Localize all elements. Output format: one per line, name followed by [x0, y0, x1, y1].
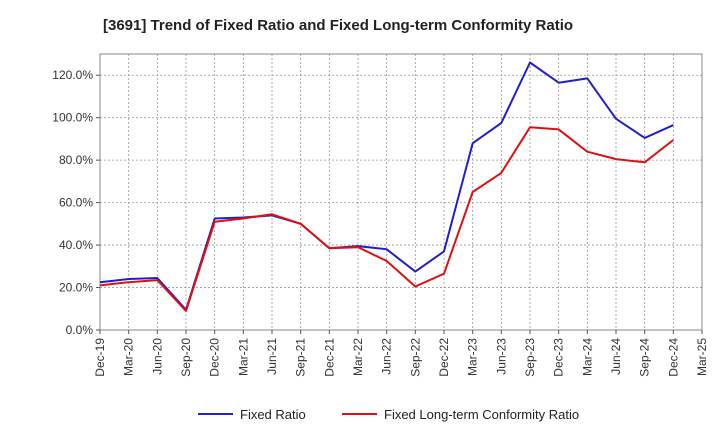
legend: Fixed Ratio Fixed Long-term Conformity Ra…: [198, 407, 579, 422]
x-tick-label: Jun-20: [150, 338, 164, 375]
y-tick-label: 80.0%: [59, 153, 93, 167]
y-tick-label: 120.0%: [52, 68, 93, 82]
y-tick-label: 60.0%: [59, 196, 93, 210]
x-tick-label: Sep-20: [179, 338, 193, 377]
x-tick-label: Dec-23: [552, 338, 566, 377]
x-tick-label: Mar-21: [236, 338, 250, 376]
x-tick-label: Dec-20: [208, 338, 222, 377]
x-tick-label: Sep-21: [294, 338, 308, 377]
series-lines: [99, 61, 674, 312]
x-tick-label: Mar-24: [580, 338, 594, 376]
x-tick-label: Dec-19: [93, 338, 107, 377]
x-tick-label: Mar-20: [122, 338, 136, 376]
x-tick-label: Mar-23: [466, 338, 480, 376]
y-tick-label: 20.0%: [59, 281, 93, 295]
x-tick-label: Sep-23: [523, 338, 537, 377]
x-tick-label: Dec-22: [437, 338, 451, 377]
y-tick-label: 0.0%: [66, 323, 94, 337]
series-line-fixed-long-term-conformity-ratio: [99, 126, 674, 312]
x-tick-label: Jun-24: [609, 338, 623, 375]
plot-area: [99, 53, 703, 331]
chart-title: [3691] Trend of Fixed Ratio and Fixed Lo…: [103, 17, 573, 34]
y-axis-ticks: 0.0% 20.0% 40.0% 60.0% 80.0% 100.0% 120.0%: [52, 68, 100, 337]
x-tick-label: Jun-22: [380, 338, 394, 375]
x-tick-label: Dec-24: [666, 338, 680, 377]
legend-label: Fixed Ratio: [240, 407, 306, 422]
x-tick-label: Dec-21: [322, 338, 336, 377]
x-tick-label: Mar-22: [351, 338, 365, 376]
x-tick-label: Sep-22: [408, 338, 422, 377]
legend-label: Fixed Long-term Conformity Ratio: [384, 407, 579, 422]
x-tick-label: Mar-25: [695, 338, 709, 376]
x-axis-ticks: Dec-19 Mar-20 Jun-20 Sep-20 Dec-20 Mar-21 Jun-…: [93, 330, 709, 377]
x-tick-label: Sep-24: [638, 338, 652, 377]
x-tick-label: Jun-23: [494, 338, 508, 375]
x-tick-label: Jun-21: [265, 338, 279, 375]
y-tick-label: 40.0%: [59, 238, 93, 252]
y-tick-label: 100.0%: [52, 111, 93, 125]
